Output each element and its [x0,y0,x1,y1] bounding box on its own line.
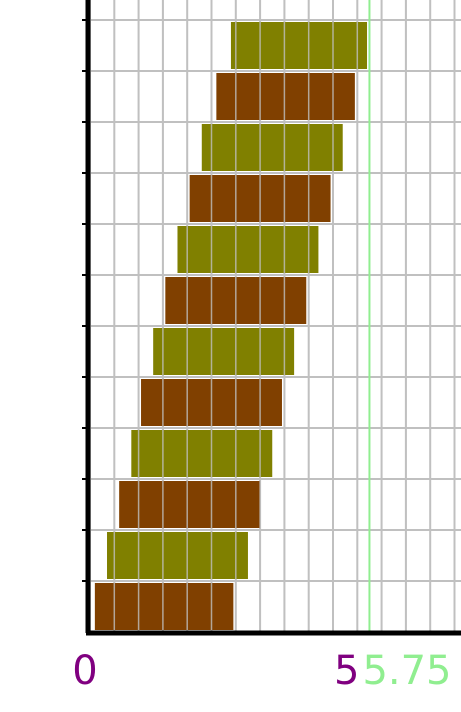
bar [201,124,343,171]
x-tick-label: 5 [334,648,359,694]
x-tick-labels: 0 5 5.75 [72,648,451,694]
bar [119,481,261,528]
bar [131,430,273,477]
bar [107,532,248,579]
bar [230,22,368,69]
x-tick-label: 0 [72,648,97,694]
bar [153,328,295,375]
bar [94,583,234,630]
bars [89,0,456,631]
reference-line-label: 5.75 [362,648,451,694]
bar [216,73,355,120]
bar [177,226,319,273]
